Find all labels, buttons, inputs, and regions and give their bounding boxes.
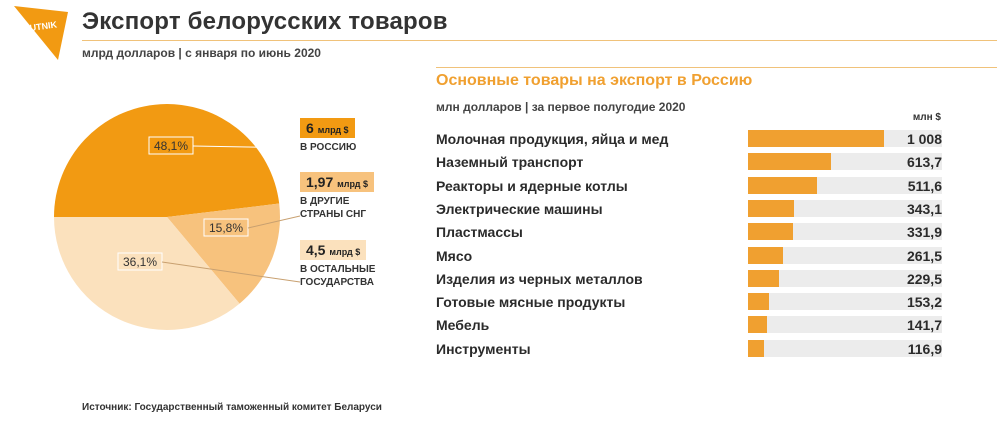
bar-value-label: 331,9 [906, 224, 942, 241]
sputnik-logo: SPUTNIK [14, 6, 68, 60]
bar-category-label: Реакторы и ядерные котлы [436, 177, 628, 194]
bar-row: Наземный транспорт 613,7 [436, 151, 942, 174]
bar-value-label: 1 008 [906, 131, 942, 147]
bars-unit-label: млн $ [912, 112, 941, 123]
pie-slice-russia [54, 103, 280, 217]
bar-row: Мясо 261,5 [436, 245, 942, 268]
header-divider [82, 40, 997, 41]
bar-row: Инструменты 116,9 [436, 338, 942, 361]
pie-percent-cis: 15,8% [209, 221, 243, 235]
bar [748, 269, 779, 287]
pie-slice-other [54, 217, 240, 330]
bar-track [748, 269, 942, 287]
legend-other-unit: млрд $ [329, 247, 361, 257]
bar [748, 339, 764, 357]
pie-label-box-other [117, 252, 163, 271]
bar-track [748, 316, 942, 334]
bar-value-label: 613,7 [906, 154, 942, 171]
legend-cis-label: В ДРУГИЕ СТРАНЫ СНГ [300, 196, 366, 220]
bar-value-label: 343,1 [906, 200, 942, 217]
bar [748, 176, 818, 194]
bar [748, 246, 784, 264]
pie-percent-other: 36,1% [123, 255, 157, 269]
bar [748, 130, 884, 147]
bar [748, 223, 793, 241]
legend-cis-unit: млрд $ [337, 179, 369, 189]
bar-category-label: Изделия из черных металлов [436, 270, 643, 287]
bar-value-label: 153,2 [906, 294, 942, 311]
bar-value-label: 229,5 [906, 270, 942, 287]
pie-percent-russia: 48,1% [154, 139, 188, 153]
legend-other: 4,5 млрд $ В ОСТАЛЬНЫЕ ГОСУДАРСТВА [300, 240, 375, 289]
legend-russia: 6 млрд $ В РОССИЮ [300, 118, 356, 154]
export-pie-chart: 48,1% 15,8% 36,1% [54, 103, 301, 330]
bar [748, 316, 768, 334]
pie-leader-cis [247, 215, 301, 229]
legend-cis-value: 1,97 млрд $ [300, 172, 375, 192]
legend-russia-unit: млрд $ [317, 125, 349, 135]
bar-row: Изделия из черных металлов 229,5 [436, 268, 942, 291]
legend-other-label: В ОСТАЛЬНЫЕ ГОСУДАРСТВА [300, 264, 376, 288]
bar-track [748, 246, 942, 264]
bar-category-label: Молочная продукция, яйца и мед [436, 131, 669, 147]
page-subtitle: млрд долларов | с января по июнь 2020 [82, 46, 321, 60]
bar-category-label: Мясо [436, 247, 473, 264]
bar-category-label: Инструменты [436, 340, 531, 357]
legend-russia-label: В РОССИЮ [300, 142, 357, 153]
pie-label-box-russia [148, 136, 194, 155]
bars-title: Основные товары на экспорт в Россию [436, 72, 753, 89]
bar [748, 153, 831, 171]
legend-russia-value: 6 млрд $ [300, 118, 355, 138]
bar-track [748, 339, 942, 357]
bars-divider [436, 67, 997, 68]
bars-subtitle: млн долларов | за первое полугодие 2020 [436, 100, 686, 114]
bar [748, 199, 795, 217]
bar-category-label: Электрические машины [436, 200, 603, 217]
bar-row: Электрические машины 343,1 [436, 198, 942, 221]
legend-russia-number: 6 [306, 120, 314, 136]
bar-category-label: Наземный транспорт [436, 154, 584, 171]
pie-slice-cis [167, 203, 280, 304]
bar-track [748, 223, 942, 241]
bar-row: Пластмассы 331,9 [436, 221, 942, 244]
bar-row: Молочная продукция, яйца и мед 1 008 [436, 128, 942, 151]
bar-row: Мебель 141,7 [436, 314, 942, 337]
bar-row: Готовые мясные продукты 153,2 [436, 291, 942, 314]
bar-category-label: Пластмассы [436, 224, 523, 241]
bar-row: Реакторы и ядерные котлы 511,6 [436, 175, 942, 198]
legend-cis-number: 1,97 [306, 174, 334, 190]
bar-value-label: 116,9 [907, 340, 942, 357]
legend-other-value: 4,5 млрд $ [300, 240, 367, 260]
bar-category-label: Мебель [436, 317, 490, 334]
bar-value-label: 141,7 [906, 317, 942, 334]
source-note: Источник: Государственный таможенный ком… [82, 402, 382, 413]
pie-leader-russia [192, 145, 301, 149]
bar-value-label: 511,6 [907, 177, 942, 194]
bar-track [748, 199, 942, 217]
bar-category-label: Готовые мясные продукты [436, 294, 626, 311]
page-title: Экспорт белорусских товаров [82, 8, 448, 35]
legend-other-number: 4,5 [306, 242, 326, 258]
bar [748, 293, 769, 311]
legend-cis: 1,97 млрд $ В ДРУГИЕ СТРАНЫ СНГ [300, 172, 375, 221]
bar-value-label: 261,5 [906, 247, 942, 264]
pie-leader-other [161, 261, 301, 283]
bar-track [748, 293, 942, 311]
